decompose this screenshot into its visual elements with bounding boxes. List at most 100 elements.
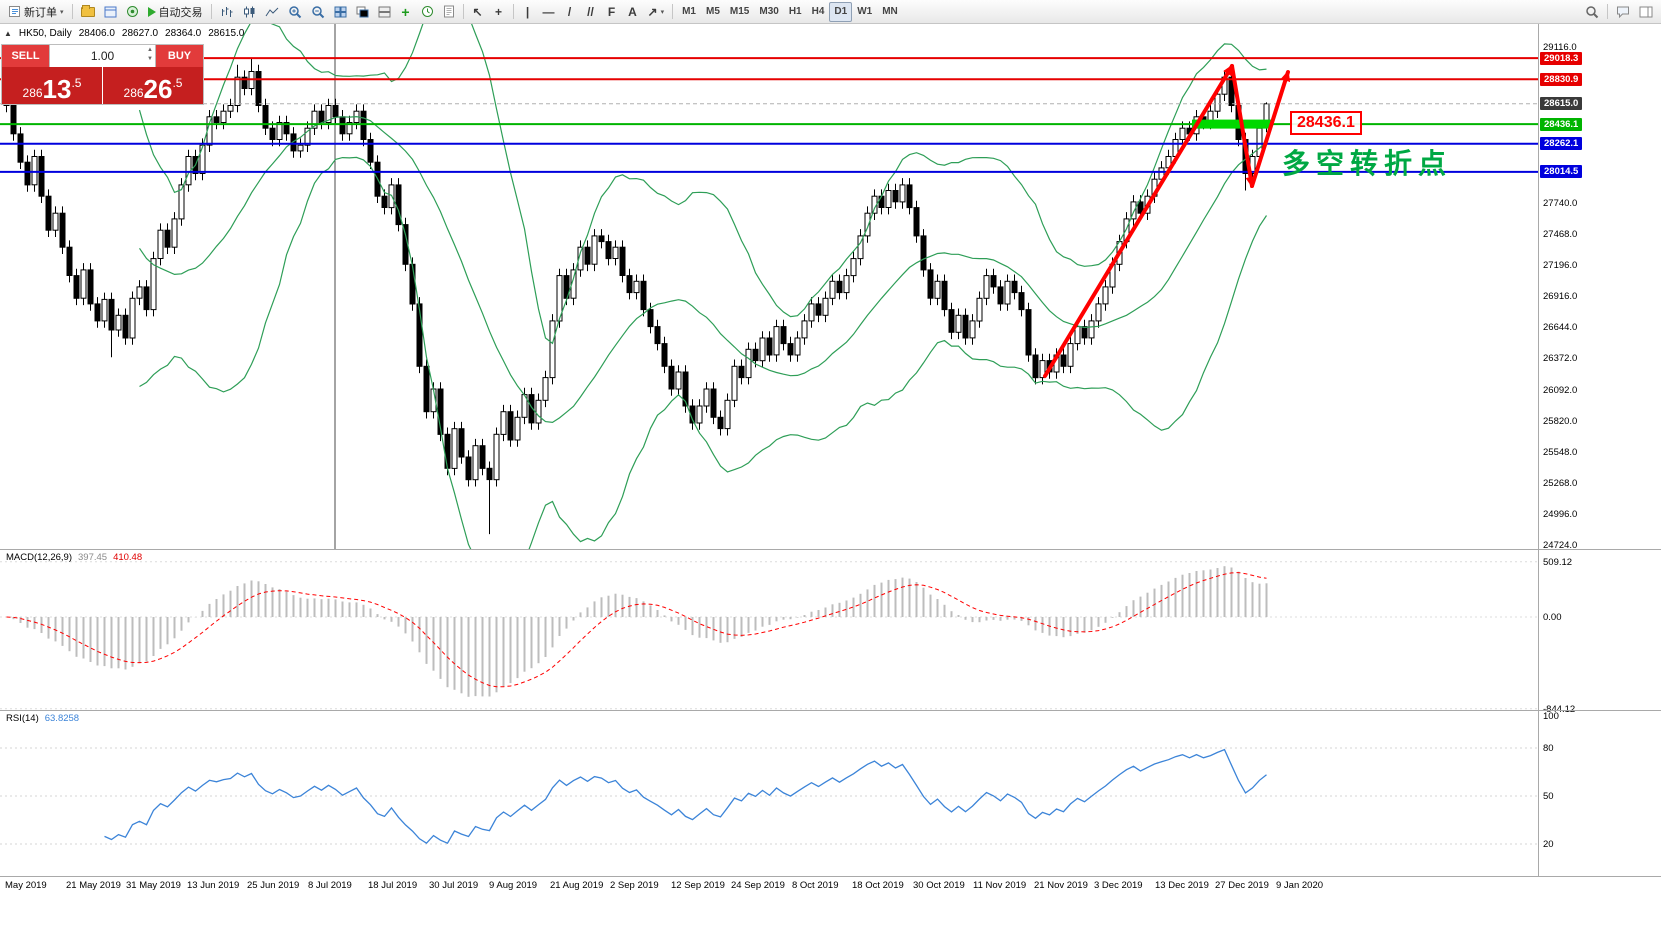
volume-input[interactable]: 1.00 ▲ ▼: [49, 45, 156, 67]
price-axis-label: 27740.0: [1543, 198, 1578, 209]
macd-axis-label: 0.00: [1543, 612, 1562, 623]
timeframe-button-mn[interactable]: MN: [882, 6, 898, 17]
sell-price-suffix: .5: [71, 76, 82, 90]
bar-chart-button[interactable]: [216, 2, 238, 22]
time-axis[interactable]: May 2019 21 May 2019 31 May 2019 13 Jun 201…: [0, 877, 1538, 897]
macd-axis[interactable]: 509.12 0.00 -844.12: [1539, 550, 1661, 715]
toolbar-separator: [672, 4, 674, 19]
buy-price-suffix: .5: [172, 76, 183, 90]
date-label: 2 Sep 2019: [610, 880, 659, 891]
price-axis-label: 24996.0: [1543, 509, 1578, 520]
volume-value: 1.00: [90, 49, 115, 63]
line-chart-button[interactable]: [261, 2, 283, 22]
timeframe-button-h1[interactable]: H1: [788, 6, 802, 17]
low-value: 28364.0: [165, 28, 202, 39]
templates-button[interactable]: [439, 2, 459, 22]
timeframe-button-m15[interactable]: M15: [729, 6, 750, 17]
tile-windows-button[interactable]: [330, 2, 351, 22]
cascade-windows-button[interactable]: [352, 2, 373, 22]
price-axis-label: 27196.0: [1543, 260, 1578, 271]
channel-icon: //: [587, 4, 594, 19]
timeframe-button-d1[interactable]: D1: [829, 1, 853, 22]
zoom-in-button[interactable]: [284, 2, 306, 22]
buy-button[interactable]: BUY: [156, 45, 203, 67]
date-label: 12 Sep 2019: [671, 880, 725, 891]
arrange-windows-icon: [378, 6, 391, 17]
zoom-out-button[interactable]: [307, 2, 329, 22]
top-toolbar: 新订单 ▾ 自动交易: [0, 0, 1661, 24]
panels-button[interactable]: [1635, 2, 1657, 22]
pane-divider[interactable]: [0, 710, 1661, 711]
profiles-button[interactable]: [77, 2, 99, 22]
periods-button[interactable]: [417, 2, 438, 22]
price-axis-label: 26092.0: [1543, 385, 1578, 396]
macd-panel[interactable]: MACD(12,26,9) 397.45 410.48: [0, 550, 1538, 710]
cursor-button[interactable]: ↖: [468, 2, 488, 22]
price-chart-pane[interactable]: ▲ HK50, Daily 28406.0 28627.0 28364.0 28…: [0, 24, 1538, 549]
templates-icon: [443, 5, 454, 18]
timeframe-button-h4[interactable]: H4: [811, 6, 825, 17]
rsi-axis[interactable]: 100 80 50 20: [1539, 711, 1661, 876]
pane-divider[interactable]: [0, 549, 1661, 550]
data-window-icon: [104, 6, 117, 17]
macd-canvas[interactable]: [0, 550, 1538, 710]
date-label: 27 Dec 2019: [1215, 880, 1269, 891]
date-label: 30 Jul 2019: [429, 880, 479, 891]
macd-label: MACD(12,26,9) 397.45 410.48: [6, 552, 142, 563]
autotrading-button[interactable]: 自动交易: [144, 2, 207, 22]
search-icon: [1586, 5, 1599, 18]
timeframe-button-m5[interactable]: M5: [706, 6, 720, 17]
cascade-windows-icon: [356, 6, 369, 17]
macd-axis-label: -844.12: [1543, 704, 1575, 715]
price-chart-canvas[interactable]: [0, 24, 1538, 549]
rsi-axis-label: 80: [1543, 743, 1554, 754]
toolbar-separator: [1607, 4, 1608, 19]
buy-price-big: 26: [143, 74, 173, 104]
open-value: 28406.0: [78, 28, 115, 39]
channel-button[interactable]: //: [581, 2, 601, 22]
arrows-button[interactable]: ↗ ▾: [644, 2, 669, 22]
candlestick-chart-button[interactable]: [239, 2, 260, 22]
text-button[interactable]: A: [623, 2, 643, 22]
timeframe-button-w1[interactable]: W1: [857, 6, 873, 17]
date-label: 24 Sep 2019: [731, 880, 785, 891]
toolbar-separator: [462, 4, 464, 19]
date-label: 3 Dec 2019: [1094, 880, 1143, 891]
volume-down-icon[interactable]: ▼: [147, 56, 153, 62]
timeframe-button-m1[interactable]: M1: [682, 6, 696, 17]
play-icon: [147, 6, 156, 17]
timeframe-button-m30[interactable]: M30: [759, 6, 779, 17]
rsi-panel[interactable]: RSI(14) 63.8258: [0, 711, 1538, 876]
crosshair-button[interactable]: +: [489, 2, 509, 22]
sell-price-prefix: 286: [22, 86, 43, 100]
volume-up-icon[interactable]: ▲: [147, 47, 153, 53]
price-axis[interactable]: 29116.0 27740.0 27468.0 27196.0 26916.0 26644…: [1539, 24, 1661, 551]
zoom-in-icon: [288, 5, 301, 18]
price-axis-label: 29116.0: [1543, 42, 1577, 53]
rsi-name: RSI(14): [6, 713, 39, 724]
trendline-button[interactable]: /: [560, 2, 580, 22]
vertical-line-button[interactable]: |: [518, 2, 538, 22]
search-button[interactable]: [1581, 2, 1603, 22]
rsi-canvas[interactable]: [0, 711, 1538, 876]
indicators-button[interactable]: +: [396, 2, 416, 22]
fibonacci-button[interactable]: F: [602, 2, 622, 22]
sell-price-display[interactable]: 286 13 .5: [2, 67, 102, 104]
buy-price-display[interactable]: 286 26 .5: [102, 67, 203, 104]
chat-button[interactable]: [1612, 2, 1634, 22]
rsi-label: RSI(14) 63.8258: [6, 713, 79, 724]
data-window-button[interactable]: [100, 2, 121, 22]
trendline-icon: /: [567, 4, 572, 19]
horizontal-line-button[interactable]: —: [539, 2, 559, 22]
navigator-button[interactable]: [122, 2, 143, 22]
clock-icon: [421, 6, 433, 17]
new-order-button[interactable]: 新订单 ▾: [4, 2, 68, 22]
close-value: 28615.0: [208, 28, 245, 39]
sell-button[interactable]: SELL: [2, 45, 49, 67]
arrange-windows-button[interactable]: [374, 2, 395, 22]
rsi-value: 63.8258: [44, 713, 80, 724]
price-tag: 28436.1: [1540, 118, 1583, 131]
one-click-collapse-icon[interactable]: ▲: [4, 29, 12, 38]
date-label: 13 Jun 2019: [187, 880, 240, 891]
